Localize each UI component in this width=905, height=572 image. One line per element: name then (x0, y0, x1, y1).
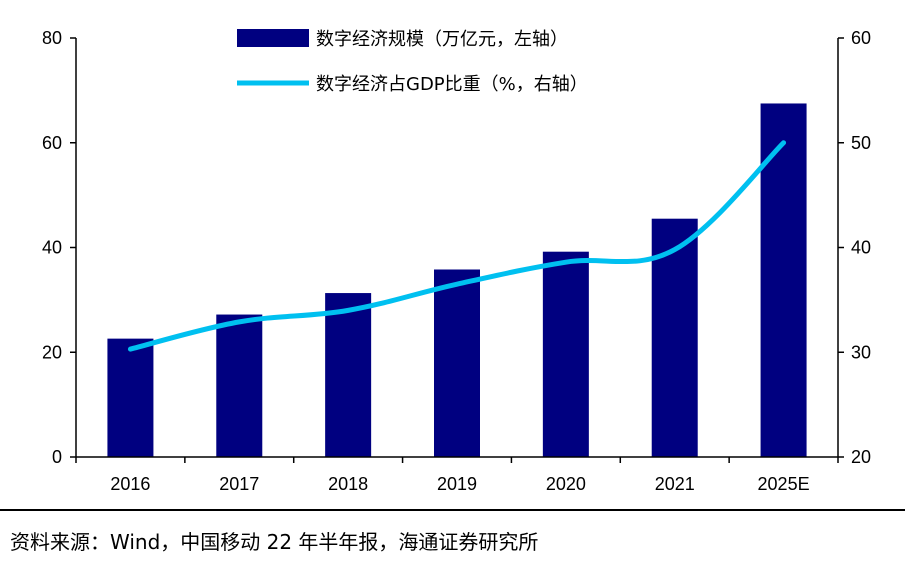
axes: 0 20 40 60 80 20 30 40 50 60 2016 2017 2018 2019 2020 2… (42, 28, 871, 494)
y-right-tick-label: 40 (851, 238, 871, 258)
line-series (127, 140, 787, 352)
x-tick-label-2018: 2018 (328, 474, 368, 494)
x-tick-label-2025E: 2025E (758, 474, 810, 494)
source-divider (0, 509, 905, 511)
bar-2025E (760, 103, 807, 457)
bar-2019 (434, 269, 480, 457)
legend-line-label: 数字经济占GDP比重（%，右轴） (316, 74, 588, 95)
legend-bar-swatch (237, 29, 309, 47)
y-left-tick-label: 0 (52, 447, 62, 467)
y-left-tick-label: 20 (42, 342, 62, 362)
y-left-tick-label: 80 (42, 28, 62, 48)
y-left-tick-label: 40 (42, 238, 62, 258)
x-tick-label-2017: 2017 (219, 474, 259, 494)
legend: 数字经济规模（万亿元，左轴） 数字经济占GDP比重（%，右轴） (237, 29, 588, 95)
x-tick-label-2016: 2016 (110, 474, 150, 494)
bar-2018 (325, 293, 372, 457)
y-right-tick-label: 20 (851, 447, 871, 467)
bar-2020 (542, 251, 589, 457)
x-tick-label-2020: 2020 (546, 474, 586, 494)
source-note: 资料来源：Wind，中国移动 22 年半年报，海通证券研究所 (10, 530, 539, 554)
y-right-tick-label: 50 (851, 133, 871, 153)
ratio-line (127, 140, 787, 352)
x-tick-label-2021: 2021 (655, 474, 695, 494)
chart: 0 20 40 60 80 20 30 40 50 60 2016 2017 2018 2019 2020 2… (42, 28, 871, 494)
x-tick-label-2019: 2019 (437, 474, 477, 494)
y-right-tick-label: 60 (851, 28, 871, 48)
bar-2016 (107, 338, 154, 457)
bar-2017 (216, 314, 263, 457)
y-left-tick-label: 60 (42, 133, 62, 153)
bar-series (107, 103, 807, 457)
legend-bar-label: 数字经济规模（万亿元，左轴） (316, 29, 568, 50)
y-right-tick-label: 30 (851, 342, 871, 362)
